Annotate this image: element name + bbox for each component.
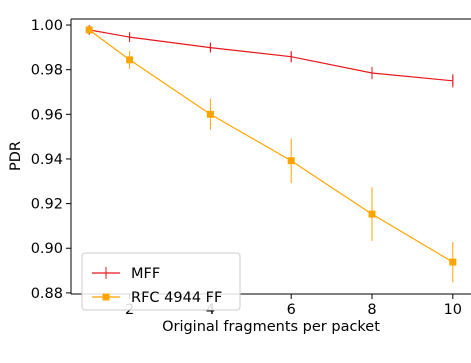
- y-tick-label: 1.00: [31, 18, 63, 34]
- x-tick-label: 8: [367, 302, 376, 318]
- x-tick-label: 6: [287, 302, 296, 318]
- series-0: [88, 24, 454, 88]
- series-line: [89, 29, 453, 82]
- y-tick-label: 0.92: [31, 197, 63, 213]
- series-layer: [85, 24, 457, 283]
- legend-marker: [102, 293, 110, 301]
- legend-box: [81, 252, 241, 311]
- legend: MFF RFC 4944 FF: [81, 252, 241, 311]
- x-axis-label: Original fragments per packet: [162, 319, 380, 335]
- data-point: [85, 26, 93, 34]
- y-tick-label: 0.98: [31, 63, 63, 79]
- series-1: [85, 26, 457, 283]
- y-tick-label: 0.94: [31, 152, 63, 168]
- data-point: [287, 157, 295, 165]
- data-point: [449, 258, 457, 266]
- x-tick-label: 10: [444, 302, 462, 318]
- data-point: [126, 56, 134, 64]
- y-axis-ticks: 0.88 0.90 0.92 0.94 0.96 0.98 1.00: [31, 18, 71, 302]
- series-line: [88, 29, 454, 263]
- data-point: [206, 110, 214, 118]
- data-point: [368, 210, 376, 218]
- legend-label: MFF: [131, 266, 160, 282]
- y-tick-label: 0.90: [31, 241, 63, 257]
- y-tick-label: 0.96: [31, 107, 63, 123]
- legend-label: RFC 4944 FF: [131, 290, 222, 306]
- y-tick-label: 0.88: [31, 286, 63, 302]
- y-axis-label: PDR: [8, 141, 24, 171]
